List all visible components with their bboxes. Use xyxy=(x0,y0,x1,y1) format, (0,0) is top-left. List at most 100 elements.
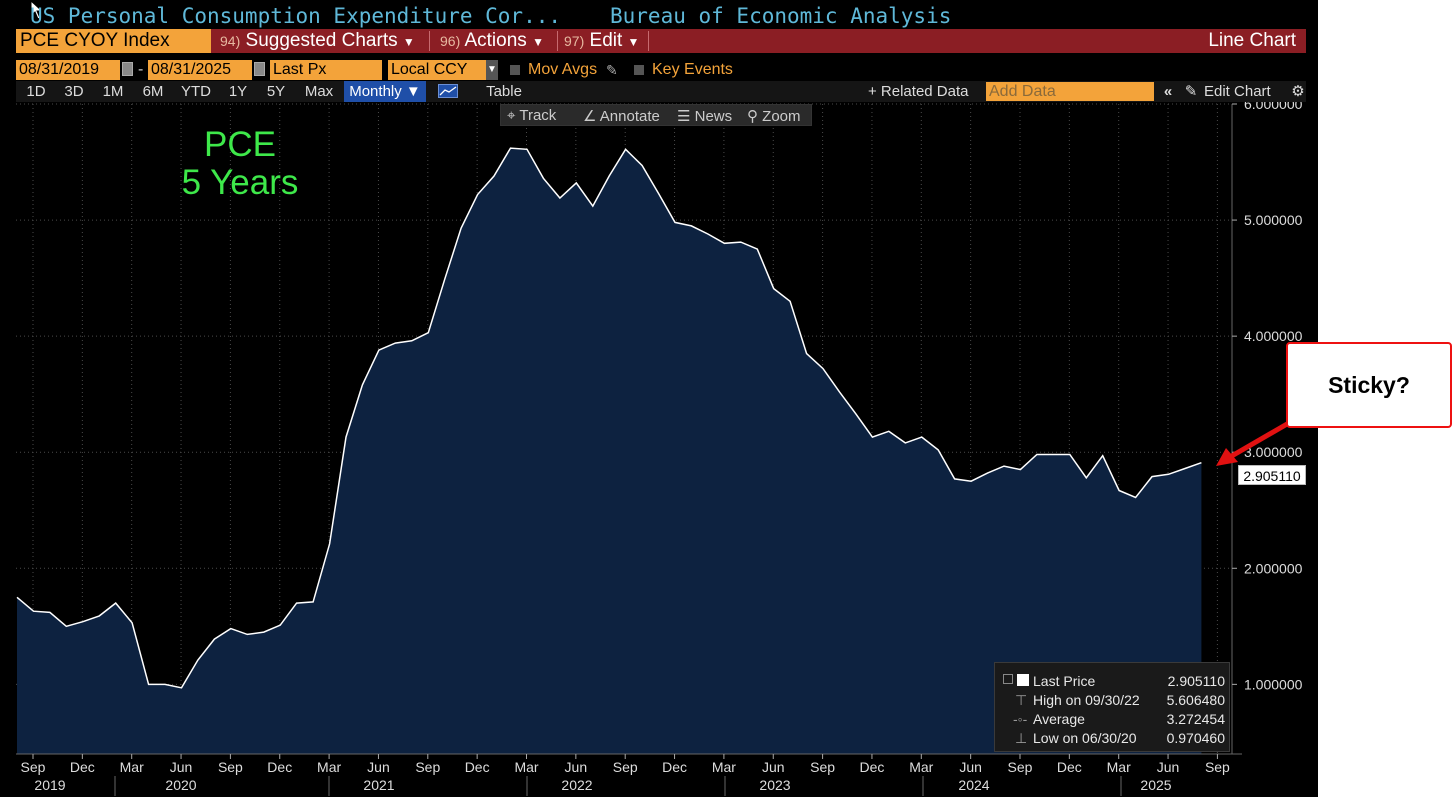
currency-select[interactable]: Local CCY xyxy=(388,60,498,80)
x-tick-label: Mar xyxy=(712,759,736,775)
suggested-charts-menu[interactable]: 94) Suggested Charts ▼ xyxy=(220,29,415,53)
annotation-line-1: PCE xyxy=(204,125,276,164)
y-tick-label: 4.000000 xyxy=(1244,328,1303,344)
chart-legend: Last Price 2.905110 ⊤ High on 09/30/22 5… xyxy=(994,662,1230,752)
x-year-label: 2022 xyxy=(561,777,592,793)
calendar-icon[interactable] xyxy=(254,62,265,76)
average-marker-icon: -◦- xyxy=(1013,711,1028,727)
y-tick-label: 3.000000 xyxy=(1244,444,1303,460)
mouse-cursor-icon xyxy=(30,0,44,20)
annotate-tool[interactable]: ∠ Annotate xyxy=(583,108,660,125)
edit-chart-button[interactable]: Edit Chart xyxy=(1204,83,1271,100)
legend-low[interactable]: ⊥ Low on 06/30/20 0.970460 xyxy=(1001,730,1225,748)
chevron-down-icon[interactable]: ▼ xyxy=(486,60,498,80)
range-1y[interactable]: 1Y xyxy=(228,83,248,100)
x-tick-label: Jun xyxy=(565,759,588,775)
y-axis: 1.000000 2.000000 3.000000 4.000000 5.000000… xyxy=(1231,96,1303,754)
legend-average-value: 3.272454 xyxy=(1166,711,1225,727)
legend-average[interactable]: -◦- Average 3.272454 xyxy=(1001,711,1225,729)
range-max[interactable]: Max xyxy=(304,83,334,100)
y-tick-label: 2.000000 xyxy=(1244,560,1303,576)
menu-bar: PCE CYOY Index 94) Suggested Charts ▼ 96… xyxy=(16,29,1306,53)
legend-last-price-value: 2.905110 xyxy=(1167,673,1225,689)
edit-label: Edit xyxy=(589,30,623,51)
x-year-label: 2021 xyxy=(363,777,394,793)
actions-label: Actions xyxy=(464,30,527,51)
x-tick-label: Sep xyxy=(21,759,46,775)
high-marker-icon: ⊤ xyxy=(1015,692,1028,708)
chevron-down-icon: ▼ xyxy=(532,35,544,49)
series-line xyxy=(16,147,1202,689)
x-tick-label: Mar xyxy=(120,759,144,775)
x-tick-label: Mar xyxy=(1107,759,1131,775)
chart-style-icon[interactable] xyxy=(434,81,462,102)
legend-high-label: High on 09/30/22 xyxy=(1033,692,1140,708)
news-label: News xyxy=(694,108,733,125)
menu-divider xyxy=(557,31,558,51)
chart-tools-bar: ⌖ Track ∠ Annotate ☰ News ⚲ Zoom xyxy=(500,104,812,126)
range-5y[interactable]: 5Y xyxy=(266,83,286,100)
gear-icon[interactable]: ⚙ xyxy=(1291,83,1305,100)
x-tick-label: Dec xyxy=(859,759,884,775)
suggested-charts-number: 94) xyxy=(220,33,241,49)
edit-menu[interactable]: 97) Edit ▼ xyxy=(564,29,639,53)
legend-average-label: Average xyxy=(1033,711,1085,727)
zoom-tool[interactable]: ⚲ Zoom xyxy=(747,108,801,125)
frequency-select[interactable]: Monthly ▼ xyxy=(344,81,426,102)
annotate-label: Annotate xyxy=(599,108,660,125)
menu-divider xyxy=(648,31,649,51)
mov-avgs-checkbox[interactable] xyxy=(510,65,520,75)
menu-divider xyxy=(429,31,430,51)
ticker-field[interactable]: PCE CYOY Index xyxy=(16,29,211,53)
x-tick-label: Dec xyxy=(1057,759,1082,775)
end-date-field[interactable]: 08/31/2025 xyxy=(148,60,252,80)
date-dash: - xyxy=(138,61,144,78)
legend-high-value: 5.606480 xyxy=(1166,692,1225,708)
collapse-square-icon[interactable] xyxy=(1003,674,1013,684)
calendar-icon[interactable] xyxy=(122,62,133,76)
x-tick-label: Dec xyxy=(70,759,95,775)
pencil-icon[interactable]: ✎ xyxy=(1184,83,1198,100)
chart-type-label[interactable]: Line Chart xyxy=(1208,30,1296,51)
track-tool[interactable]: ⌖ Track xyxy=(507,107,557,124)
y-tick-label: 5.000000 xyxy=(1244,212,1303,228)
edit-number: 97) xyxy=(564,33,585,49)
actions-menu[interactable]: 96) Actions ▼ xyxy=(440,29,544,53)
collapse-icon[interactable]: « xyxy=(1163,83,1173,100)
range-1m[interactable]: 1M xyxy=(102,83,124,100)
zoom-label: Zoom xyxy=(762,108,801,125)
track-label: Track xyxy=(519,107,557,124)
related-data-button[interactable]: + Related Data xyxy=(868,83,969,100)
legend-last-price[interactable]: Last Price 2.905110 xyxy=(1001,673,1225,691)
x-tick-label: Dec xyxy=(267,759,292,775)
range-6m[interactable]: 6M xyxy=(142,83,164,100)
legend-high[interactable]: ⊤ High on 09/30/22 5.606480 xyxy=(1001,692,1225,710)
x-tick-label: Dec xyxy=(465,759,490,775)
range-1d[interactable]: 1D xyxy=(26,83,46,100)
pencil-icon[interactable]: ✎ xyxy=(606,62,618,78)
range-toolbar: 1D 3D 1M 6M YTD 1Y 5Y Max Monthly ▼ Tabl… xyxy=(16,81,1306,102)
title-bar: US Personal Consumption Expenditure Cor.… xyxy=(0,0,1318,30)
key-events-checkbox[interactable] xyxy=(634,65,644,75)
news-tool[interactable]: ☰ News xyxy=(677,108,733,125)
table-button[interactable]: Table xyxy=(486,83,522,100)
add-data-input[interactable]: Add Data xyxy=(986,82,1154,101)
chevron-down-icon: ▼ xyxy=(627,35,640,49)
price-field-select[interactable]: Last Px xyxy=(270,60,382,80)
x-year-label: 2025 xyxy=(1140,777,1171,793)
x-tick-label: Sep xyxy=(218,759,243,775)
x-tick-label: Jun xyxy=(1157,759,1180,775)
data-source: Bureau of Economic Analysis xyxy=(610,4,952,28)
range-ytd[interactable]: YTD xyxy=(181,83,211,100)
x-tick-label: Jun xyxy=(762,759,785,775)
actions-number: 96) xyxy=(440,33,461,49)
legend-low-value: 0.970460 xyxy=(1166,730,1225,746)
range-3d[interactable]: 3D xyxy=(64,83,84,100)
security-title: US Personal Consumption Expenditure Cor.… xyxy=(30,4,562,28)
start-date-field[interactable]: 08/31/2019 xyxy=(16,60,120,80)
x-tick-label: Sep xyxy=(415,759,440,775)
annotation-line-2: 5 Years xyxy=(181,163,299,202)
key-events-label[interactable]: Key Events xyxy=(652,61,733,78)
x-tick-label: Mar xyxy=(909,759,933,775)
mov-avgs-label[interactable]: Mov Avgs xyxy=(528,61,598,78)
